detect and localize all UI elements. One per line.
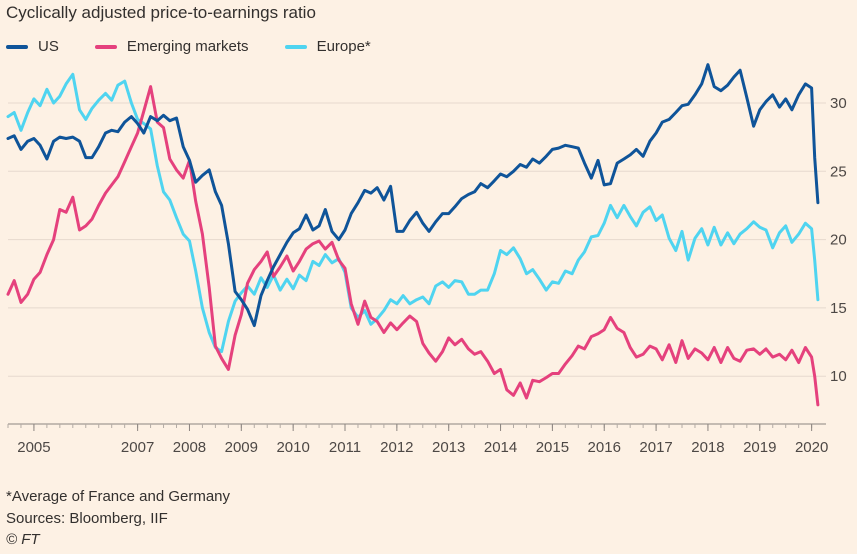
x-tick-label-2010: 2010 bbox=[276, 439, 309, 456]
legend-swatch-us bbox=[6, 44, 28, 49]
legend-swatch-europe bbox=[284, 44, 307, 49]
x-tick-label-2014: 2014 bbox=[484, 439, 517, 456]
y-tick-label-25: 25 bbox=[830, 163, 847, 180]
legend-swatch-emerging-markets bbox=[94, 44, 117, 49]
series-line-us bbox=[6, 63, 820, 328]
legend-item-emerging-markets: Emerging markets bbox=[94, 38, 249, 55]
footnote: *Average of France and Germany bbox=[6, 488, 231, 505]
legend-item-europe: Europe* bbox=[284, 38, 371, 55]
ft-credit: © FT bbox=[6, 531, 40, 548]
x-tick-label-2015: 2015 bbox=[536, 439, 569, 456]
x-tick-label-2011: 2011 bbox=[329, 439, 361, 456]
x-tick-label-2016: 2016 bbox=[588, 439, 621, 456]
x-tick-label-2012: 2012 bbox=[380, 439, 413, 456]
y-tick-label-20: 20 bbox=[830, 232, 847, 249]
x-tick-label-2005: 2005 bbox=[17, 439, 50, 456]
y-tick-label-15: 15 bbox=[830, 300, 847, 317]
legend-label-emerging-markets: Emerging markets bbox=[126, 38, 249, 55]
x-tick-label-2008: 2008 bbox=[173, 439, 206, 456]
chart-title: Cyclically adjusted price-to-earnings ra… bbox=[6, 3, 316, 22]
legend: US Emerging markets Europe* bbox=[6, 38, 407, 55]
sources-note: Sources: Bloomberg, IIF bbox=[6, 510, 168, 527]
x-tick-label-2009: 2009 bbox=[225, 439, 258, 456]
series-line-europe bbox=[6, 72, 820, 354]
legend-label-europe: Europe* bbox=[316, 38, 371, 55]
series-line-emerging-markets bbox=[6, 85, 820, 407]
y-tick-label-10: 10 bbox=[830, 368, 847, 385]
x-tick-label-2007: 2007 bbox=[121, 439, 154, 456]
legend-label-us: US bbox=[38, 38, 59, 55]
x-tick-label-2013: 2013 bbox=[432, 439, 465, 456]
x-tick-label-2018: 2018 bbox=[691, 439, 724, 456]
line-chart: 10 15 20 25 30 2005 2007 2008 2009 2010 2011 2012 20… bbox=[6, 63, 847, 456]
legend-item-us: US bbox=[6, 38, 59, 55]
x-tick-label-2017: 2017 bbox=[639, 439, 672, 456]
x-tick-label-2020: 2020 bbox=[795, 439, 828, 456]
y-tick-label-30: 30 bbox=[830, 95, 847, 112]
x-tick-label-2019: 2019 bbox=[743, 439, 776, 456]
